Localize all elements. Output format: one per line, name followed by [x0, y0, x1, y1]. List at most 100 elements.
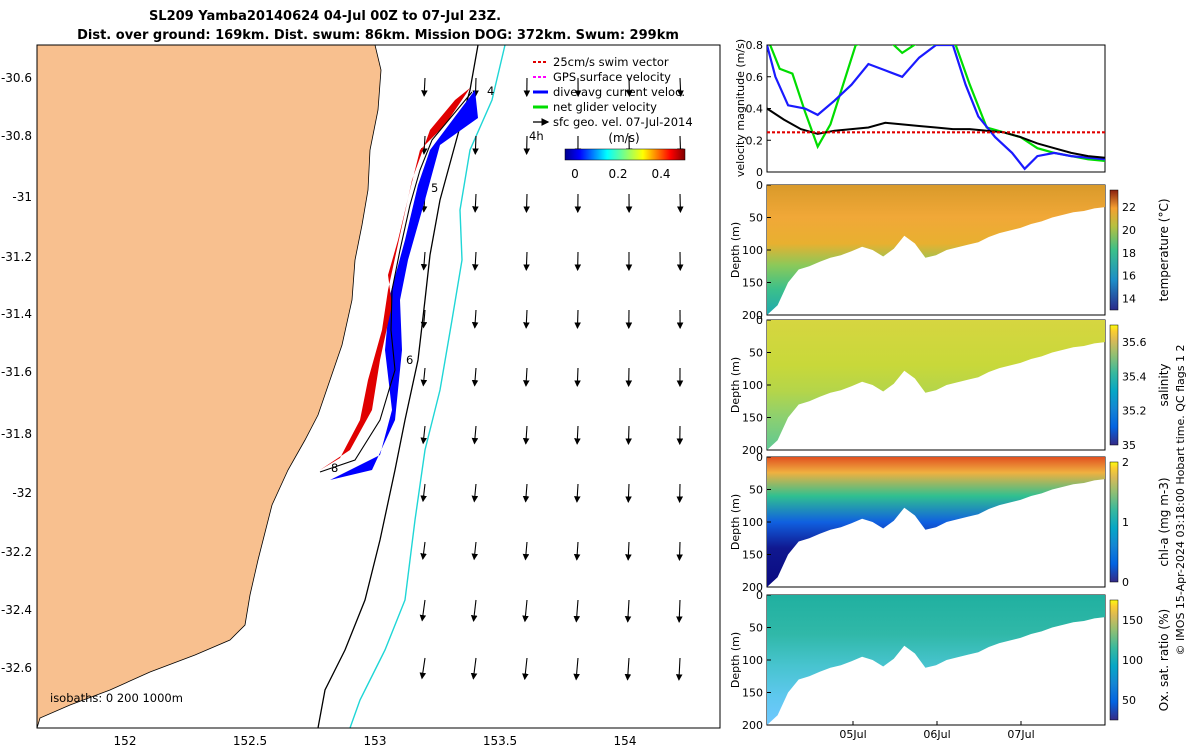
section-ylabel: Depth (m) — [729, 632, 742, 688]
colorbar-tick: 2 — [1122, 456, 1129, 469]
section-y-tick: 150 — [742, 687, 763, 700]
velocity-y-tick: 0 — [756, 166, 763, 179]
colorbar-tick: 20 — [1122, 224, 1136, 237]
velocity-y-ticks: 0 0.2 0.4 0.6 0.8 — [746, 39, 771, 179]
geo-vector — [625, 541, 632, 561]
geo-vector — [471, 367, 479, 387]
map-x-tick: 153 — [364, 734, 387, 748]
title-line-2: Dist. over ground: 169km. Dist. swum: 86… — [77, 28, 679, 43]
map-y-tick: -31 — [12, 190, 32, 204]
colorbar-tick: 35 — [1122, 439, 1136, 452]
colorbar-tick: 50 — [1122, 694, 1136, 707]
section-colorbar — [1109, 599, 1119, 721]
map-x-tick: 154 — [614, 734, 637, 748]
map-land — [37, 45, 382, 728]
section-colorbar — [1109, 324, 1119, 446]
section-y-tick: 150 — [742, 412, 763, 425]
day-marker: 4 — [487, 84, 494, 98]
section-y-tick: 0 — [756, 451, 763, 464]
isobaths-label: isobaths: 0 200 1000m — [50, 691, 183, 705]
colorbar-tick: 35.4 — [1122, 370, 1147, 383]
geo-vector — [420, 135, 428, 155]
section-panel: 0 50 100 150 200 Depth (m) 35 35.2 35.4 35.6 salin… — [729, 314, 1171, 457]
map-x-tick: 152 — [114, 734, 137, 748]
velocity-y-tick: 0.6 — [746, 71, 764, 84]
section-y-tick: 50 — [749, 622, 763, 635]
legend-label-net: net glider velocity — [553, 100, 657, 114]
geo-vector — [472, 135, 479, 155]
geo-vector — [573, 483, 581, 503]
geo-vector — [420, 309, 428, 329]
geo-vector — [523, 251, 530, 271]
colorbar-tick: 35.6 — [1122, 336, 1147, 349]
geo-vector — [625, 425, 632, 446]
colorbar-gradient — [564, 148, 686, 161]
map-x-tick: 153.5 — [483, 734, 517, 748]
map-y-tick: -32.4 — [1, 603, 32, 617]
section-panel: 0 50 100 150 200 Depth (m) 50 100 150 Ox. sat. ra… — [729, 589, 1171, 741]
colorbar-tick: 18 — [1122, 247, 1136, 260]
colorbar-tick: 1 — [1122, 516, 1129, 529]
section-colorbar-label: Ox. sat. ratio (%) — [1157, 609, 1171, 711]
section-panel: 0 50 100 150 200 Depth (m) 0 1 2 chl-a (mg m-3) — [729, 451, 1171, 594]
geo-vector — [675, 657, 683, 681]
geo-vector — [470, 599, 478, 622]
geo-vector — [420, 251, 428, 271]
colorbar-tick: 35.2 — [1122, 405, 1147, 418]
map-y-tick: -32.6 — [1, 661, 32, 675]
colorbar-tick: 100 — [1122, 654, 1143, 667]
map-y-tick: -31.2 — [1, 250, 32, 264]
velocity-y-tick: 0.2 — [746, 134, 764, 147]
map-y-tick: -32 — [12, 486, 32, 500]
colorbar-tick: 0 — [1122, 576, 1129, 589]
section-y-tick: 0 — [756, 589, 763, 602]
geostrophic-vector-field — [419, 77, 732, 681]
geo-vector — [472, 193, 479, 213]
section-y-tick: 100 — [742, 379, 763, 392]
section-y-tick: 200 — [742, 581, 763, 594]
geo-vector — [574, 367, 581, 387]
day-marker: 6 — [406, 353, 413, 367]
section-y-tick: 0 — [756, 314, 763, 327]
section-field — [767, 320, 1105, 450]
day-marker: 5 — [431, 181, 438, 195]
section-y-tick: 100 — [742, 516, 763, 529]
map-legend: 25cm/s swim vector GPS surface velocity … — [533, 55, 693, 129]
geo-vector — [522, 425, 530, 445]
geo-vector — [574, 309, 581, 330]
geo-vector — [676, 599, 683, 623]
day-marker: 4h — [529, 129, 544, 143]
section-colorbar-label: chl-a (mg m-3) — [1157, 477, 1171, 566]
day-marker: 8 — [331, 461, 338, 475]
map-x-ticks: 152 152.5 153 153.5 154 — [114, 734, 637, 748]
section-ylabel: Depth (m) — [729, 357, 742, 413]
geo-vector — [419, 599, 427, 622]
geo-vector — [573, 657, 580, 681]
colorbar-title: (m/s) — [608, 131, 639, 145]
geo-vector — [677, 77, 684, 97]
geo-vector — [624, 599, 632, 623]
velocity-series — [767, 45, 1105, 171]
geo-vector — [522, 483, 530, 503]
colorbar-tick: 16 — [1122, 270, 1136, 283]
geo-vector — [731, 194, 732, 212]
section-field — [767, 457, 1105, 587]
geo-vector — [420, 367, 428, 387]
isobath-200 — [317, 45, 479, 728]
section-colorbar-label: temperature (°C) — [1157, 199, 1171, 302]
map-y-tick: -31.6 — [1, 365, 32, 379]
map-y-tick: -31.8 — [1, 427, 32, 441]
section-colorbar — [1109, 189, 1119, 311]
geo-vector — [522, 367, 530, 387]
velocity-y-tick: 0.8 — [746, 39, 764, 52]
section-y-tick: 0 — [756, 179, 763, 192]
section-y-tick: 200 — [742, 309, 763, 322]
legend-label-geo: sfc geo. vel. 07-Jul-2014 — [553, 115, 693, 129]
velocity-series-line — [767, 45, 1105, 171]
section-y-tick: 200 — [742, 719, 763, 732]
section-ylabel: Depth (m) — [729, 222, 742, 278]
map-y-ticks: -30.6 -30.8 -31 -31.2 -31.4 -31.6 -31.8 … — [1, 71, 32, 675]
section-y-tick: 150 — [742, 277, 763, 290]
